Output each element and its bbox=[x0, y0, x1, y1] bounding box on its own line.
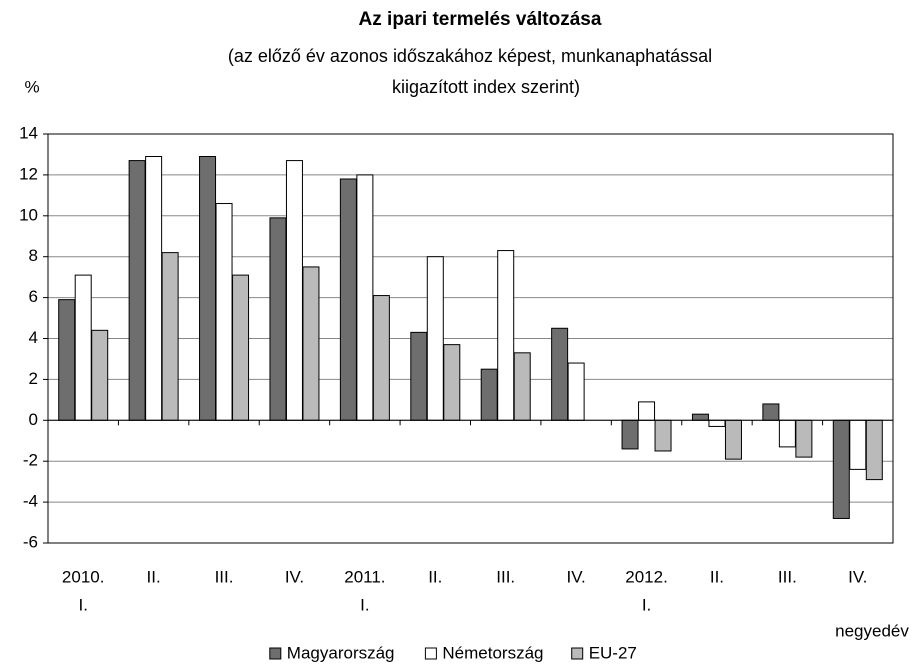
bar bbox=[145, 155, 163, 421]
bar bbox=[654, 419, 672, 452]
bar bbox=[849, 419, 867, 470]
x-tick-label: I. bbox=[642, 595, 651, 614]
x-tick-label: I. bbox=[78, 595, 87, 614]
chart-subtitle: kiigazított index szerint) bbox=[392, 77, 580, 97]
bar bbox=[691, 413, 709, 421]
bar bbox=[356, 174, 374, 421]
bar bbox=[91, 329, 109, 421]
x-tick-label: III. bbox=[778, 567, 797, 586]
bar bbox=[724, 419, 742, 460]
bar bbox=[621, 419, 639, 450]
bar bbox=[708, 419, 726, 427]
y-tick-label: -2 bbox=[23, 451, 38, 470]
bar bbox=[480, 368, 498, 421]
bar bbox=[832, 419, 850, 519]
x-tick-label: III. bbox=[496, 567, 515, 586]
bar bbox=[497, 250, 515, 421]
y-tick-label: 2 bbox=[29, 369, 38, 388]
y-axis-label: % bbox=[24, 77, 39, 96]
bar bbox=[795, 419, 813, 458]
bar bbox=[215, 203, 233, 421]
legend-swatch bbox=[571, 647, 584, 660]
y-tick-label: 8 bbox=[29, 246, 38, 265]
x-axis-label: negyedév bbox=[835, 621, 909, 640]
bar bbox=[199, 155, 217, 421]
bar bbox=[762, 403, 780, 421]
bar bbox=[232, 274, 250, 421]
bar bbox=[161, 252, 179, 421]
x-tick-label: III. bbox=[215, 567, 234, 586]
legend-label: EU-27 bbox=[589, 643, 637, 662]
x-tick-label: 2010. bbox=[62, 567, 105, 586]
bar bbox=[551, 327, 569, 421]
bar bbox=[426, 256, 444, 421]
y-tick-label: 14 bbox=[19, 123, 38, 142]
legend-label: Németország bbox=[442, 643, 543, 662]
bar bbox=[285, 160, 303, 421]
bar bbox=[74, 274, 92, 421]
plot-frame bbox=[47, 133, 894, 544]
y-tick-label: 4 bbox=[29, 328, 38, 347]
y-tick-label: 6 bbox=[29, 287, 38, 306]
chart-subtitle: (az előző év azonos időszakához képest, … bbox=[228, 46, 712, 66]
x-tick-label: IV. bbox=[285, 567, 304, 586]
bar bbox=[567, 362, 585, 421]
x-tick-label: IV. bbox=[567, 567, 586, 586]
legend-swatch bbox=[424, 647, 437, 660]
x-tick-label: II. bbox=[428, 567, 442, 586]
y-tick-label: 0 bbox=[29, 410, 38, 429]
bar bbox=[778, 419, 796, 448]
x-tick-label: 2012. bbox=[625, 567, 668, 586]
y-tick-label: 10 bbox=[19, 205, 38, 224]
y-tick-label: -4 bbox=[23, 492, 38, 511]
bar bbox=[58, 299, 76, 421]
bar bbox=[302, 266, 320, 421]
legend-swatch bbox=[269, 647, 282, 660]
chart-title: Az ipari termelés változása bbox=[359, 9, 602, 30]
bar bbox=[865, 419, 883, 481]
x-tick-label: I. bbox=[360, 595, 369, 614]
x-tick-label: II. bbox=[710, 567, 724, 586]
bar bbox=[513, 352, 531, 421]
x-tick-label: IV. bbox=[848, 567, 867, 586]
bar bbox=[410, 331, 428, 421]
legend-label: Magyarország bbox=[287, 643, 395, 662]
bar bbox=[269, 217, 287, 421]
x-tick-label: 2011. bbox=[344, 567, 385, 586]
bar bbox=[339, 178, 357, 421]
bar bbox=[128, 160, 146, 421]
bar bbox=[443, 344, 461, 421]
bar bbox=[372, 295, 390, 421]
y-tick-label: 12 bbox=[19, 164, 38, 183]
x-tick-label: II. bbox=[147, 567, 161, 586]
bar bbox=[638, 401, 656, 421]
y-tick-label: -6 bbox=[23, 532, 38, 551]
